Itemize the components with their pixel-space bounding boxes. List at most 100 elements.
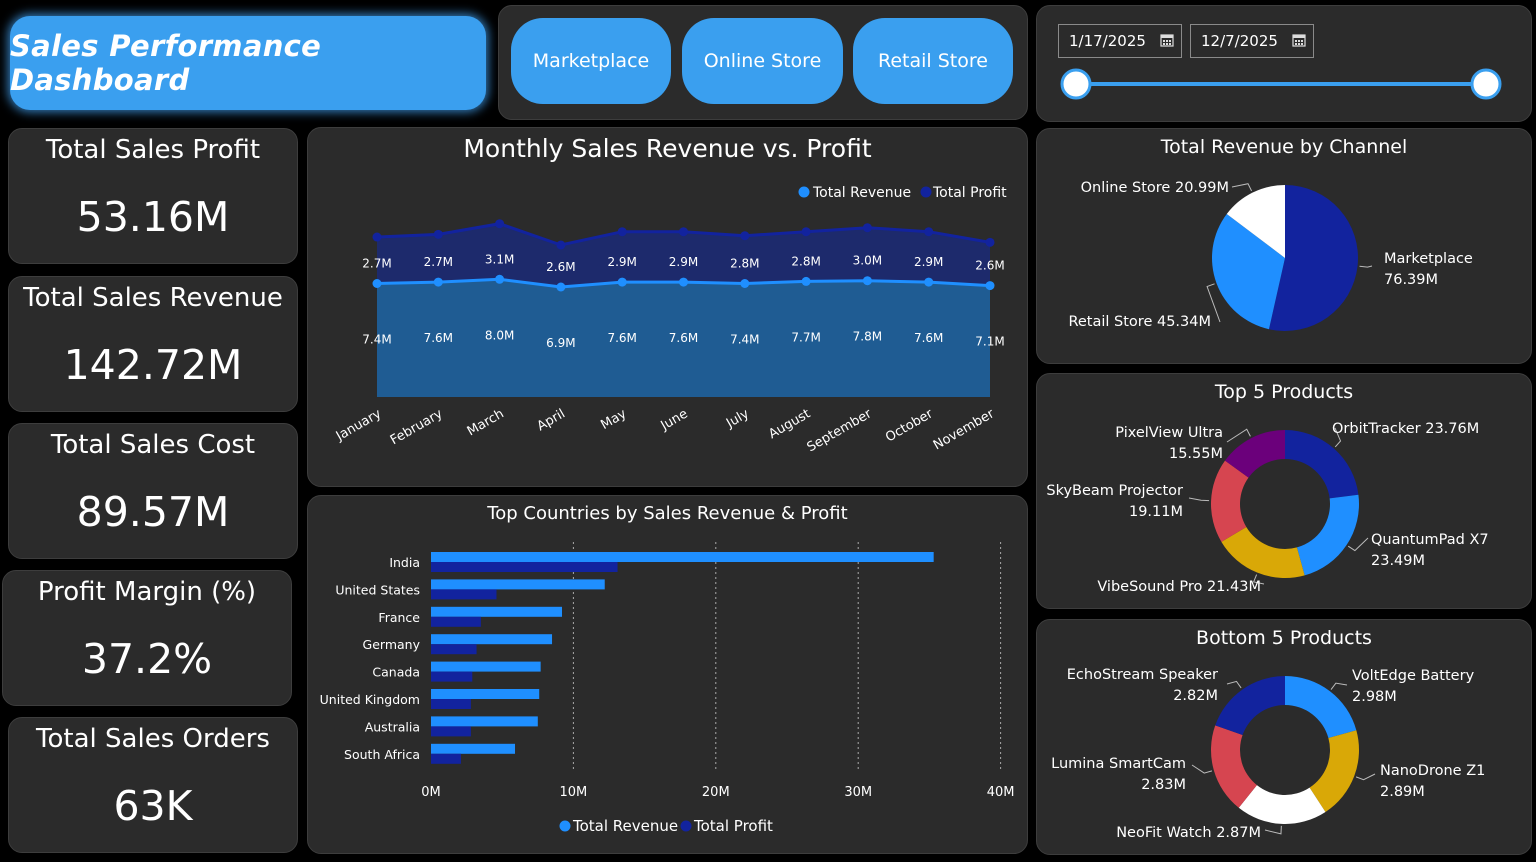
date-range-slider[interactable] xyxy=(1058,66,1508,102)
y-tick-label: United Kingdom xyxy=(320,692,420,707)
y-tick-label: Canada xyxy=(372,665,420,680)
profit-bar xyxy=(431,726,471,737)
x-tick-label: 40M xyxy=(987,785,1015,800)
chart-title: Bottom 5 Products xyxy=(1196,627,1372,649)
slider-start-handle[interactable] xyxy=(1060,68,1092,100)
retail-store-button[interactable]: Retail Store xyxy=(853,18,1013,104)
profit-point xyxy=(740,231,750,241)
leader-line xyxy=(1334,427,1342,448)
slice-label-value: 2.98M xyxy=(1352,689,1397,705)
slice-label-name: Retail Store xyxy=(1068,314,1157,330)
revenue-point xyxy=(985,281,995,291)
revenue-data-label: 6.9M xyxy=(546,336,575,350)
y-tick-label: France xyxy=(378,610,420,625)
slice-label-name: Online Store 20.99M xyxy=(1081,180,1229,196)
end-date-input[interactable]: 12/7/2025 xyxy=(1190,24,1314,58)
channel-pie-chart: Marketplace 76.39M Retail Store 45.34M Onli… xyxy=(1068,180,1473,331)
revenue-point xyxy=(617,277,627,287)
marketplace-button[interactable]: Marketplace xyxy=(511,18,671,104)
chart-title: Top 5 Products xyxy=(1214,381,1354,403)
kpi-label: Total Sales Revenue xyxy=(23,283,283,313)
bottom5-donut-chart: VoltEdge Battery 2.98M NanoDrone Z1 2.89M Ne… xyxy=(1051,667,1485,841)
y-tick-label: Germany xyxy=(363,637,421,652)
kpi-value: 53.16M xyxy=(76,193,230,241)
y-tick-label: South Africa xyxy=(344,747,420,762)
top5-panel: Top 5 Products OrbitTracker 23.76M Quantu… xyxy=(1036,373,1532,609)
slice-label-name: VibeSound Pro xyxy=(1097,579,1207,595)
kpi-label: Profit Margin (%) xyxy=(37,577,257,607)
x-tick-label: 0M xyxy=(421,785,441,800)
x-tick-label: October xyxy=(883,406,936,445)
slice-label-name: VoltEdge Battery xyxy=(1352,668,1475,684)
y-tick-label: Australia xyxy=(365,719,420,734)
slice-label-name: VibeSound Pro 21.43M xyxy=(1097,579,1261,595)
kpi-label: Total Sales Orders xyxy=(36,724,270,754)
revenue-point xyxy=(740,279,750,288)
profit-point xyxy=(495,219,505,229)
pie-slice xyxy=(1211,460,1249,542)
profit-bar xyxy=(431,699,471,709)
legend-marker-revenue xyxy=(559,820,571,832)
kpi-label: Total Sales Profit xyxy=(45,135,261,165)
kpi-card-profit: Total Sales Profit 53.16M xyxy=(8,128,298,264)
revenue-bar xyxy=(431,689,540,699)
profit-data-label: 3.1M xyxy=(485,252,514,266)
x-tick-label: June xyxy=(658,406,691,434)
online-store-button[interactable]: Online Store xyxy=(682,18,843,104)
kpi-value: 89.57M xyxy=(76,488,230,536)
y-tick-label: United States xyxy=(335,582,420,597)
start-date-value: 1/17/2025 xyxy=(1069,32,1146,50)
profit-data-label: 2.6M xyxy=(546,260,575,274)
profit-point xyxy=(556,240,566,250)
pie-slice xyxy=(1268,185,1358,331)
revenue-area xyxy=(377,279,990,397)
revenue-point xyxy=(495,274,505,284)
countries-chart: 0M 10M 20M 30M 40M India United States France Ge… xyxy=(320,542,1015,835)
revenue-point xyxy=(862,276,872,286)
slider-end-handle[interactable] xyxy=(1470,68,1502,100)
profit-data-label: 3.0M xyxy=(853,254,882,268)
profit-point xyxy=(433,229,443,239)
legend-label: Total Revenue xyxy=(572,817,678,835)
x-tick-label: April xyxy=(535,406,568,434)
revenue-bar xyxy=(431,552,934,562)
leader-line xyxy=(1264,825,1282,835)
slice-label-name: EchoStream Speaker xyxy=(1067,667,1218,683)
y-tick-label: India xyxy=(389,555,420,570)
pie-slice xyxy=(1221,527,1305,578)
revenue-data-label: 7.6M xyxy=(607,331,636,345)
kpi-value: 63K xyxy=(113,782,193,830)
slice-label-name: OrbitTracker 23.76M xyxy=(1332,421,1479,437)
slice-label-value: 15.55M xyxy=(1169,446,1223,462)
legend-label: Total Revenue xyxy=(812,185,911,201)
revenue-data-label: 7.7M xyxy=(791,330,820,344)
x-tick-label: September xyxy=(805,406,875,455)
profit-point xyxy=(617,227,627,237)
start-date-input[interactable]: 1/17/2025 xyxy=(1058,24,1182,58)
pie-slice xyxy=(1238,785,1326,824)
revenue-point xyxy=(433,277,443,287)
slice-label-name: SkyBeam Projector xyxy=(1046,483,1183,499)
x-tick-label: 20M xyxy=(702,785,730,800)
kpi-card-margin: Profit Margin (%) 37.2% xyxy=(2,570,292,706)
profit-point xyxy=(862,223,872,233)
calendar-icon[interactable] xyxy=(1160,33,1174,47)
kpi-card-cost: Total Sales Cost 89.57M xyxy=(8,423,298,559)
pie-slice xyxy=(1226,185,1285,258)
profit-data-label: 2.8M xyxy=(730,257,759,271)
countries-chart-panel: Top Countries by Sales Revenue & Profit … xyxy=(307,495,1028,854)
profit-point xyxy=(985,237,995,247)
legend-marker-revenue xyxy=(798,186,810,198)
pie-slice xyxy=(1285,676,1357,739)
profit-bar xyxy=(431,671,473,682)
profit-data-label: 2.9M xyxy=(669,255,698,269)
slice-label-name: Online Store xyxy=(1081,180,1175,196)
top5-donut-chart: OrbitTracker 23.76M QuantumPad X7 23.49M Vi… xyxy=(1046,421,1489,595)
calendar-icon[interactable] xyxy=(1292,33,1306,47)
dashboard-title-banner: Sales Performance Dashboard xyxy=(10,16,486,110)
slice-label-name: OrbitTracker xyxy=(1332,421,1425,437)
legend-label: Total Profit xyxy=(693,817,773,835)
revenue-point xyxy=(372,279,382,288)
slice-label-name: QuantumPad X7 xyxy=(1371,532,1489,548)
revenue-point xyxy=(801,276,811,286)
